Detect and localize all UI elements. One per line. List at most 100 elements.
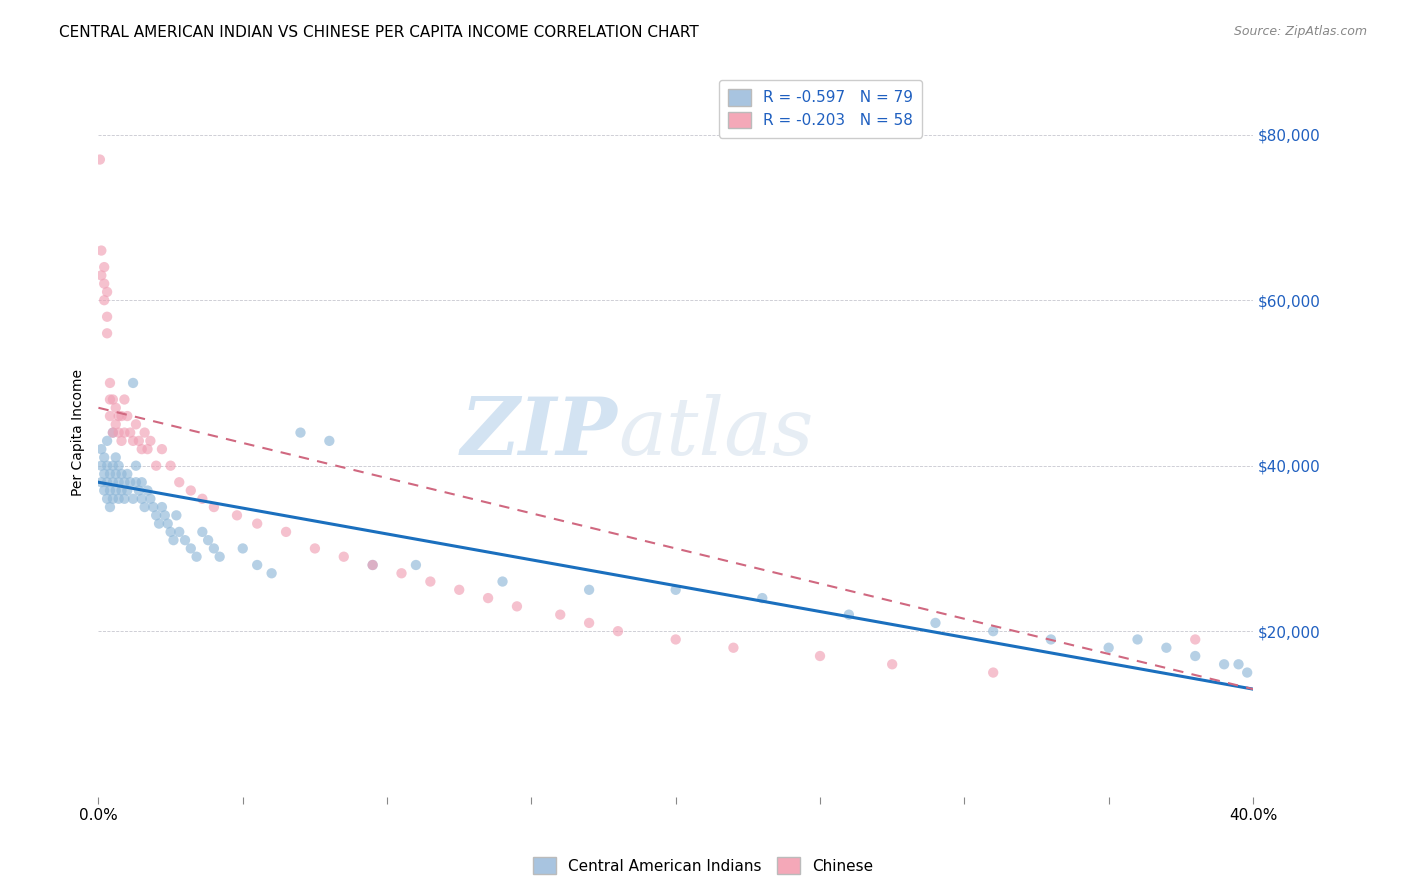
Point (318, 434, 340, 448)
Point (548, 607, 571, 622)
Point (449, 582, 471, 597)
Text: atlas: atlas (619, 394, 813, 471)
Point (361, 558, 384, 572)
Point (578, 582, 600, 597)
Point (150, 500, 173, 514)
Point (125, 475, 148, 490)
Point (93, 260, 115, 274)
Point (202, 541, 225, 556)
Point (98, 409, 121, 423)
Point (93, 483, 115, 498)
Point (156, 516, 179, 531)
Point (361, 558, 384, 572)
Point (117, 467, 139, 481)
Point (104, 450, 127, 465)
Point (1156, 640, 1178, 655)
Point (186, 549, 208, 564)
Point (981, 624, 1004, 639)
Point (101, 475, 124, 490)
Point (150, 442, 173, 457)
Point (107, 491, 129, 506)
Legend: R = -0.597   N = 79, R = -0.203   N = 58: R = -0.597 N = 79, R = -0.203 N = 58 (718, 79, 922, 137)
Point (120, 475, 142, 490)
Point (246, 558, 269, 572)
Point (89, 153, 111, 167)
Point (96, 475, 118, 490)
Point (232, 541, 254, 556)
Point (1126, 632, 1149, 647)
Point (1098, 640, 1121, 655)
Point (191, 524, 214, 539)
Point (578, 615, 600, 630)
Point (101, 491, 124, 506)
Point (391, 566, 413, 581)
Point (104, 401, 127, 415)
Point (136, 442, 159, 457)
Point (134, 500, 156, 514)
Point (90, 475, 112, 490)
Point (101, 392, 124, 407)
Point (120, 425, 142, 440)
Point (139, 491, 162, 506)
Point (93, 467, 115, 481)
Point (134, 425, 156, 440)
Point (98, 467, 121, 481)
Point (139, 434, 162, 448)
Point (93, 277, 115, 291)
Point (117, 483, 139, 498)
Point (112, 491, 135, 506)
Point (882, 657, 904, 672)
Point (96, 326, 118, 341)
Point (107, 475, 129, 490)
Legend: Central American Indians, Chinese: Central American Indians, Chinese (527, 851, 879, 880)
Point (110, 409, 132, 423)
Point (665, 632, 688, 647)
Point (838, 607, 860, 622)
Point (98, 392, 121, 407)
Point (180, 541, 202, 556)
Point (104, 467, 127, 481)
Point (167, 475, 190, 490)
Point (110, 467, 132, 481)
Point (125, 458, 148, 473)
Point (122, 491, 145, 506)
Point (112, 475, 135, 490)
Point (131, 442, 153, 457)
Point (808, 648, 831, 663)
Point (136, 483, 159, 498)
Point (104, 417, 127, 432)
Point (96, 285, 118, 299)
Point (128, 434, 150, 448)
Point (101, 425, 124, 440)
Point (125, 417, 148, 432)
Point (159, 524, 181, 539)
Text: CENTRAL AMERICAN INDIAN VS CHINESE PER CAPITA INCOME CORRELATION CHART: CENTRAL AMERICAN INDIAN VS CHINESE PER C… (59, 25, 699, 40)
Point (226, 508, 249, 523)
Point (159, 458, 181, 473)
Point (162, 533, 184, 548)
Point (145, 458, 167, 473)
Point (607, 624, 630, 639)
Point (208, 549, 231, 564)
Point (96, 310, 118, 324)
Point (1236, 665, 1258, 680)
Point (506, 599, 529, 614)
Point (98, 500, 121, 514)
Point (98, 376, 121, 390)
Point (1184, 648, 1206, 663)
Point (260, 566, 283, 581)
Point (142, 500, 165, 514)
Point (90, 442, 112, 457)
Point (419, 574, 441, 589)
Point (290, 425, 312, 440)
Point (1213, 657, 1236, 672)
Point (723, 640, 745, 655)
Point (1184, 632, 1206, 647)
Point (101, 458, 124, 473)
Point (1039, 632, 1062, 647)
Point (665, 582, 688, 597)
Point (145, 508, 167, 523)
Point (104, 483, 127, 498)
Point (148, 516, 170, 531)
Point (751, 591, 773, 606)
